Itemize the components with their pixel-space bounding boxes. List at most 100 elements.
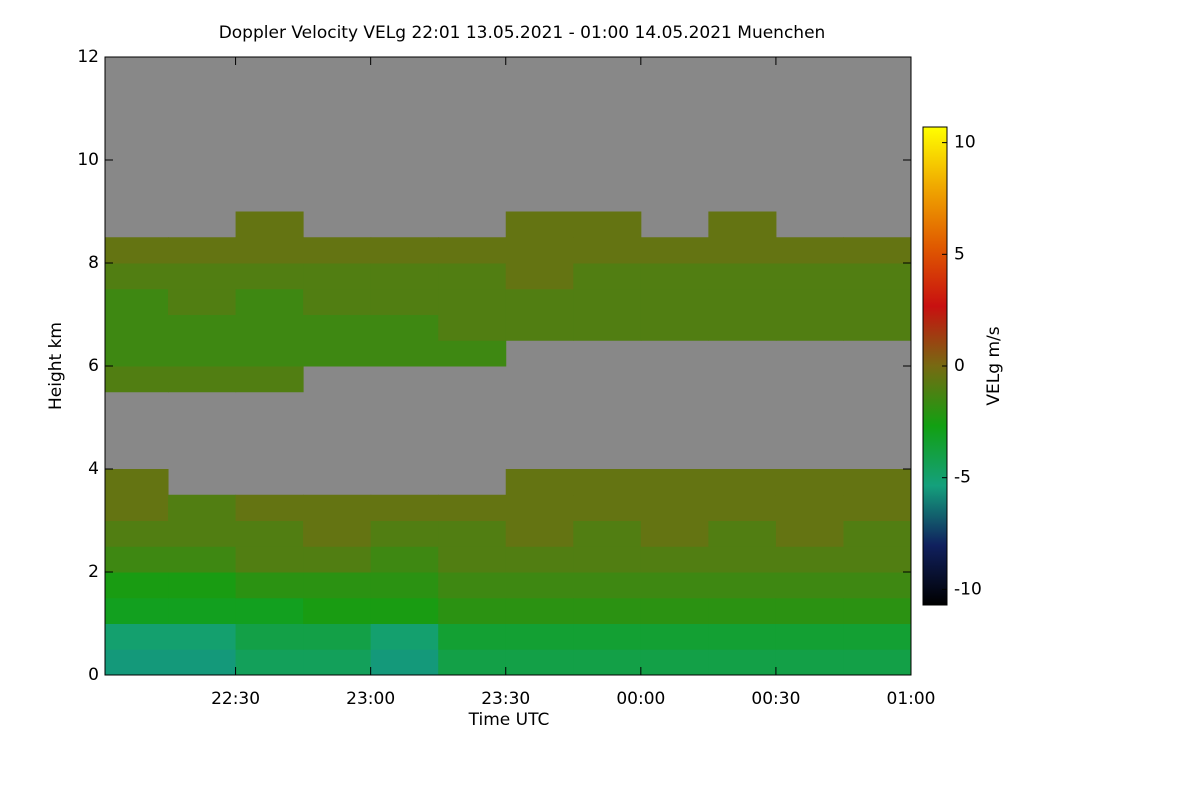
heatmap-cell [438, 288, 507, 315]
heatmap-cell [438, 520, 507, 547]
y-axis-label: Height km [46, 322, 66, 410]
heatmap-cell [438, 314, 507, 341]
heatmap-cell [235, 211, 304, 238]
heatmap-cell [303, 237, 372, 264]
heatmap-cell [370, 520, 439, 547]
heatmap-cell [303, 263, 372, 290]
heatmap-cell [235, 263, 304, 290]
heatmap-cell [775, 314, 844, 341]
heatmap-cell [843, 546, 911, 573]
heatmap-cell [235, 340, 304, 367]
heatmap-cell [708, 211, 777, 238]
heatmap-cell [640, 288, 709, 315]
colorbar-label: VELg m/s [984, 326, 1004, 405]
heatmap-cell [370, 572, 439, 599]
x-tick-label: 23:30 [481, 689, 530, 709]
heatmap-cell [303, 649, 372, 675]
heatmap-cell [235, 597, 304, 624]
heatmap-cell [775, 469, 844, 496]
heatmap-cell [168, 623, 237, 650]
heatmap-cell [843, 520, 911, 547]
heatmap-cell [640, 494, 709, 521]
heatmap-cell [573, 572, 642, 599]
heatmap-cell [843, 314, 911, 341]
heatmap-cell [105, 572, 169, 599]
heatmap-cell [235, 623, 304, 650]
heatmap-cell [438, 623, 507, 650]
heatmap-cell [370, 494, 439, 521]
heatmap-cell [105, 340, 169, 367]
heatmap-cell [775, 572, 844, 599]
heatmap-cell [235, 237, 304, 264]
heatmap-cell [505, 649, 574, 675]
heatmap-cell [708, 237, 777, 264]
heatmap-cell [105, 237, 169, 264]
heatmap-cell [168, 340, 237, 367]
y-tick-label: 10 [77, 150, 99, 170]
heatmap-cell [775, 520, 844, 547]
heatmap-cell [708, 314, 777, 341]
heatmap-cell [640, 649, 709, 675]
heatmap-cell [235, 572, 304, 599]
heatmap-cell [573, 520, 642, 547]
heatmap-cell [370, 546, 439, 573]
heatmap-cell [303, 520, 372, 547]
chart-title: Doppler Velocity VELg 22:01 13.05.2021 -… [219, 23, 826, 43]
heatmap-cell [573, 288, 642, 315]
heatmap-cell [640, 597, 709, 624]
heatmap-cell [168, 520, 237, 547]
heatmap-cell [775, 288, 844, 315]
heatmap-cell [843, 597, 911, 624]
heatmap-cell [438, 263, 507, 290]
heatmap-cell [505, 494, 574, 521]
heatmap-cell [640, 520, 709, 547]
heatmap-cell [168, 288, 237, 315]
heatmap-cell [303, 546, 372, 573]
heatmap-cell [168, 237, 237, 264]
heatmap-cell [105, 649, 169, 675]
heatmap-cell [573, 314, 642, 341]
heatmap-cell [438, 546, 507, 573]
heatmap-cell [303, 340, 372, 367]
heatmap-cell [438, 494, 507, 521]
heatmap-cell [438, 649, 507, 675]
heatmap-cell [573, 649, 642, 675]
heatmap-cell [708, 520, 777, 547]
y-tick-label: 2 [88, 562, 99, 582]
heatmap-cell [303, 623, 372, 650]
heatmap-cell [843, 572, 911, 599]
colorbar-tick-label: 0 [954, 356, 965, 376]
heatmap-cell [573, 494, 642, 521]
heatmap-cell [708, 597, 777, 624]
heatmap-cell [843, 494, 911, 521]
heatmap-cell [168, 366, 237, 393]
heatmap-cell [843, 623, 911, 650]
heatmap-cell [505, 469, 574, 496]
heatmap-cell [505, 597, 574, 624]
heatmap-cell [573, 211, 642, 238]
heatmap-cell [505, 314, 574, 341]
heatmap-cell [370, 314, 439, 341]
heatmap-cell [775, 263, 844, 290]
heatmap-cell [370, 340, 439, 367]
heatmap-cell [303, 494, 372, 521]
heatmap-cell [505, 623, 574, 650]
heatmap-cell [775, 649, 844, 675]
x-tick-label: 00:00 [616, 689, 665, 709]
heatmap-cell [168, 546, 237, 573]
heatmap-cell [105, 288, 169, 315]
heatmap-cell [640, 469, 709, 496]
heatmap-cell [303, 314, 372, 341]
heatmap-cell [573, 237, 642, 264]
heatmap-cell [235, 494, 304, 521]
heatmap-cell [775, 546, 844, 573]
heatmap-cell [168, 494, 237, 521]
heatmap-cell [505, 572, 574, 599]
heatmap-cell [303, 572, 372, 599]
heatmap-cell [105, 546, 169, 573]
y-tick-label: 12 [77, 47, 99, 67]
heatmap-cell [708, 649, 777, 675]
heatmap-cell [775, 237, 844, 264]
heatmap-cell [640, 237, 709, 264]
heatmap-cell [708, 263, 777, 290]
